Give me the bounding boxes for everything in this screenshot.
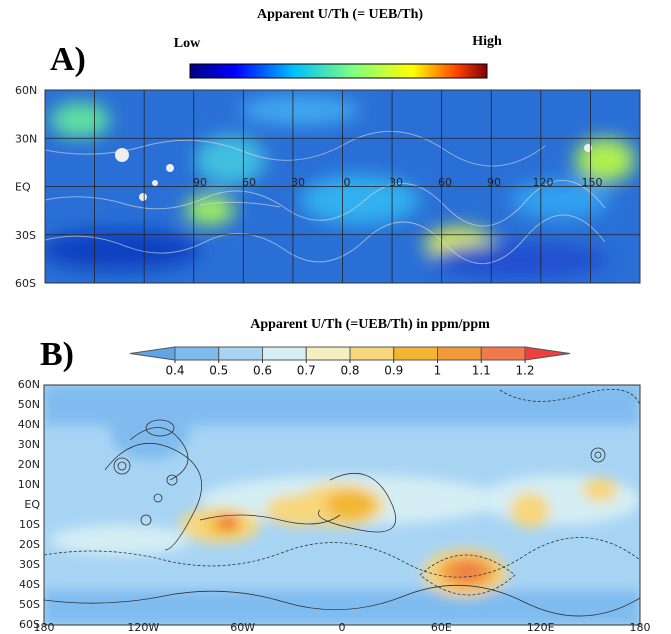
- lat-label: EQ: [24, 498, 40, 511]
- colorbar-extend: [129, 346, 176, 361]
- lon-label: 0: [344, 176, 351, 189]
- lon-label: 60: [242, 176, 256, 189]
- colorbar-segment: [480, 346, 526, 361]
- lon-label: 60: [438, 176, 452, 189]
- lon-label: 180: [34, 621, 55, 634]
- lat-label: 20S: [19, 538, 40, 551]
- colorbar-segment: [437, 346, 482, 361]
- lon-label: 180: [630, 621, 651, 634]
- colorbar-segment: [218, 346, 263, 361]
- colorbar-segment: [305, 346, 351, 361]
- panel-a-title: Apparent U/Th (= UEB/Th): [257, 7, 423, 22]
- legend-high: High: [472, 34, 502, 49]
- lat-label: 30S: [15, 229, 36, 242]
- lat-label: 10S: [19, 518, 40, 531]
- lon-label: 90: [193, 176, 207, 189]
- map-a: [45, 90, 640, 283]
- colorbar-tick-label: 0.8: [340, 364, 359, 378]
- lon-label: 30: [389, 176, 403, 189]
- lat-label: 60S: [15, 277, 36, 290]
- colorbar-a: [189, 63, 488, 79]
- lon-label: 120W: [127, 621, 159, 634]
- lat-label: 40N: [18, 418, 40, 431]
- colorbar-segment: [174, 346, 220, 361]
- legend-low: Low: [174, 36, 201, 51]
- map-b-frame: [43, 384, 641, 626]
- lat-label: 30S: [19, 558, 40, 571]
- lon-label: 120: [533, 176, 554, 189]
- lon-label: 120E: [527, 621, 555, 634]
- panel-b-title: Apparent U/Th (=UEB/Th) in ppm/ppm: [250, 317, 490, 332]
- lat-label: 60N: [18, 378, 40, 391]
- lon-label: 150: [582, 176, 603, 189]
- lon-label: 0: [339, 621, 346, 634]
- map-b: [44, 385, 640, 625]
- map-a-frame: [44, 89, 641, 284]
- colorbar-segment: [262, 346, 307, 361]
- colorbar-tick-label: 0.5: [209, 364, 228, 378]
- colorbar-tick-label: 0.9: [384, 364, 403, 378]
- lat-label: 40S: [19, 578, 40, 591]
- panel-b-label: B): [40, 336, 74, 373]
- colorbar-tick-label: 0.6: [253, 364, 272, 378]
- lat-label: 10N: [18, 478, 40, 491]
- lon-label: 30: [291, 176, 305, 189]
- colorbar-segment: [393, 346, 438, 361]
- panel-a-label: A): [50, 41, 86, 78]
- lat-label: 50N: [18, 398, 40, 411]
- colorbar-tick-label: 1: [434, 364, 442, 378]
- lat-label: 60S: [19, 618, 40, 631]
- lat-label: 60N: [15, 84, 37, 97]
- lat-label: 50S: [19, 598, 40, 611]
- colorbar-tick-label: 0.4: [165, 364, 184, 378]
- lat-label: EQ: [15, 181, 31, 194]
- colorbar-extend: [524, 346, 571, 361]
- lat-label: 20N: [18, 458, 40, 471]
- colorbar-tick-label: 0.7: [297, 364, 316, 378]
- lon-label: 90: [487, 176, 501, 189]
- lon-label: 60E: [431, 621, 452, 634]
- colorbar-tick-label: 1.2: [515, 364, 534, 378]
- lat-label: 30N: [18, 438, 40, 451]
- lon-label: 60W: [230, 621, 255, 634]
- lat-label: 30N: [15, 132, 37, 145]
- colorbar-segment: [349, 346, 395, 361]
- colorbar-tick-label: 1.1: [472, 364, 491, 378]
